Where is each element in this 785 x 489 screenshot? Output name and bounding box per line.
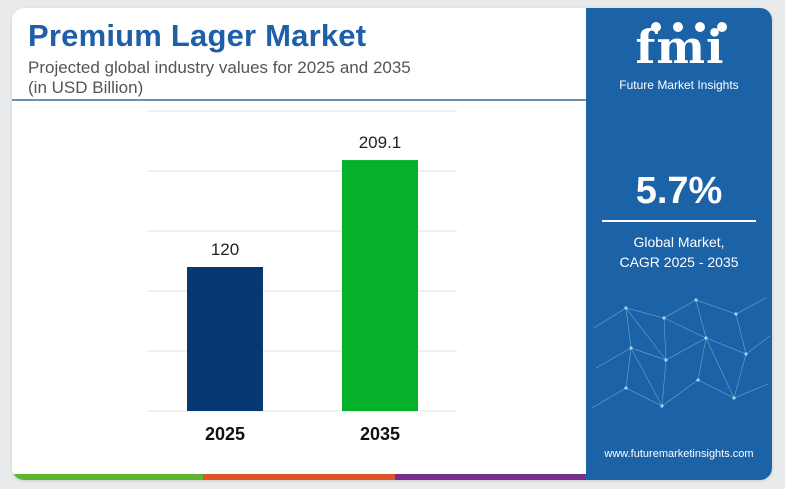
chart-subtitle: Projected global industry values for 202… bbox=[28, 58, 548, 98]
chart-title: Premium Lager Market bbox=[28, 18, 367, 53]
cagr-value: 5.7% bbox=[635, 170, 723, 212]
bottom-bar-orange bbox=[203, 474, 395, 480]
fmi-logo: fmi bbox=[635, 20, 725, 74]
bottom-bar-green bbox=[12, 474, 204, 480]
subtitle-line-2: (in USD Billion) bbox=[28, 78, 144, 97]
cagr-label-line-1: Global Market, bbox=[633, 234, 725, 250]
network-graphic bbox=[591, 297, 771, 409]
logo-people-icon bbox=[651, 22, 727, 32]
header-divider bbox=[12, 99, 586, 101]
infographic-card: Premium Lager Market Projected global in… bbox=[12, 8, 772, 480]
bar-chart: 120 2025 209.1 2035 bbox=[147, 110, 457, 444]
category-label-2035: 2035 bbox=[360, 424, 400, 444]
category-label-2025: 2025 bbox=[205, 424, 245, 444]
logo-text: Future Market Insights bbox=[619, 78, 739, 92]
sidebar-panel: fmi Future Market Insights 5.7% Global M… bbox=[586, 8, 772, 480]
bottom-bar-purple bbox=[394, 474, 586, 480]
bottom-color-bar bbox=[12, 474, 586, 480]
labels: 120 2025 209.1 2035 bbox=[205, 133, 401, 444]
website-link[interactable]: www.futuremarketinsights.com bbox=[604, 448, 754, 460]
cagr-divider bbox=[602, 220, 756, 222]
bar-2035 bbox=[342, 160, 418, 411]
value-label-2035: 209.1 bbox=[359, 133, 402, 152]
cagr-label: Global Market, CAGR 2025 - 2035 bbox=[586, 232, 772, 272]
subtitle-line-1: Projected global industry values for 202… bbox=[28, 58, 411, 77]
bar-2025 bbox=[187, 267, 263, 411]
cagr-label-line-2: CAGR 2025 - 2035 bbox=[619, 254, 739, 270]
bars bbox=[187, 160, 418, 411]
value-label-2025: 120 bbox=[211, 240, 239, 259]
